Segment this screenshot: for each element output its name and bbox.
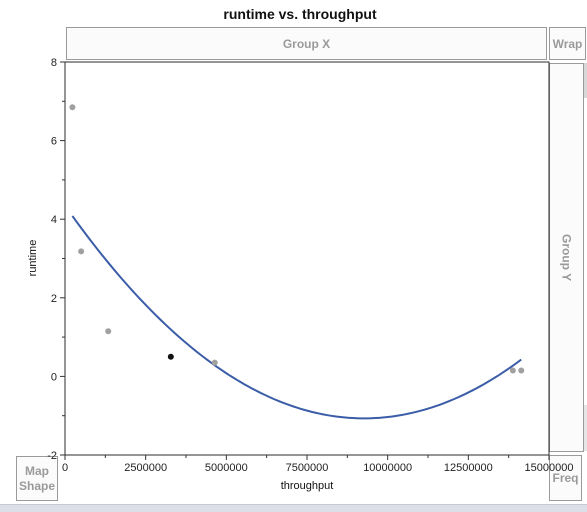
data-point	[167, 353, 174, 360]
plot-frame	[64, 61, 550, 456]
group-y-label: Group Y	[559, 233, 574, 282]
x-tick-label: 10000000	[363, 462, 412, 474]
map-shape-label-line2: Shape	[18, 478, 55, 493]
group-x-drop-zone[interactable]: Group X	[66, 27, 547, 60]
x-tick-label: 2500000	[124, 462, 167, 474]
data-point	[518, 367, 525, 374]
freq-label: Freq	[552, 471, 579, 485]
group-x-label: Group X	[282, 36, 331, 51]
x-tick-label: 0	[62, 462, 68, 474]
window-edge	[584, 63, 587, 98]
wrap-label: Wrap	[552, 36, 583, 51]
status-bar	[0, 504, 587, 512]
x-axis-label: throughput	[281, 480, 334, 492]
data-point	[78, 248, 85, 255]
y-tick-label: 0	[51, 371, 57, 383]
data-points	[69, 104, 525, 374]
map-shape-drop-zone[interactable]: Map Shape	[16, 456, 58, 501]
map-shape-label-line1: Map	[25, 463, 49, 478]
y-tick-label: 4	[51, 214, 57, 226]
freq-drop-zone[interactable]: Freq	[549, 455, 582, 501]
x-axis: 0 2500000 5000000 7500000 10000000 12500000 15…	[62, 455, 573, 474]
y-axis-label: runtime	[27, 240, 39, 277]
data-point	[69, 104, 76, 111]
data-point	[509, 367, 516, 374]
group-y-drop-zone[interactable]: Group Y	[549, 63, 584, 452]
chart-title: runtime vs. throughput	[223, 6, 377, 22]
data-point	[211, 359, 218, 366]
x-tick-label: 7500000	[286, 462, 329, 474]
y-tick-label: 6	[51, 136, 57, 148]
y-tick-label: 8	[51, 57, 57, 69]
fit-curve	[71, 215, 522, 420]
window-edge-lower	[584, 405, 587, 451]
wrap-drop-zone[interactable]: Wrap	[549, 27, 586, 60]
x-tick-label: 5000000	[205, 462, 248, 474]
y-tick-label: 2	[51, 293, 57, 305]
x-tick-label: 12500000	[444, 462, 493, 474]
data-point	[105, 328, 112, 335]
